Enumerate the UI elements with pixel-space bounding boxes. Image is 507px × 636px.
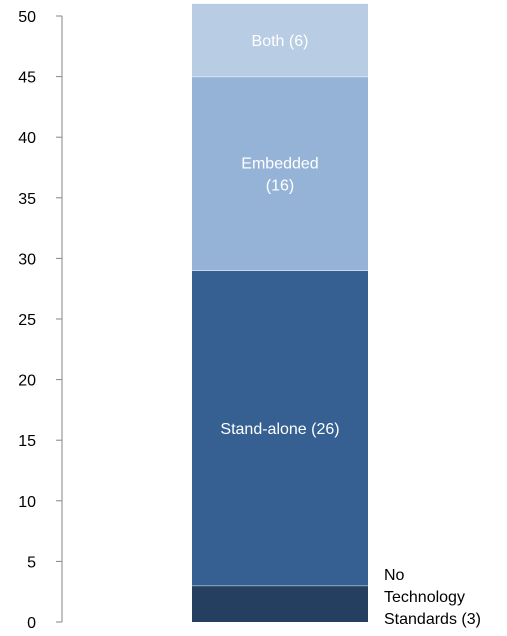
segment-label: Stand-alone (26) <box>220 421 339 438</box>
segment-label-line: Both (6) <box>252 33 309 50</box>
y-tick-label: 15 <box>18 433 36 450</box>
y-tick-label: 50 <box>18 9 36 26</box>
y-tick-label: 5 <box>27 554 36 571</box>
y-tick-label: 40 <box>18 130 36 147</box>
bar-segment <box>192 585 368 622</box>
y-tick-label: 35 <box>18 191 36 208</box>
segment-label-line: Embedded <box>241 156 318 173</box>
segment-label-line: Standards (3) <box>384 611 481 628</box>
segment-label-line: (16) <box>266 178 294 195</box>
segment-label-line: Stand-alone (26) <box>220 421 339 438</box>
bar-segment <box>192 76 368 271</box>
segment-labels: No Technology Standards (3) Stand-alone (26… <box>220 33 481 628</box>
segment-label: Embedded (16) <box>241 156 318 195</box>
y-tick-label: 30 <box>18 251 36 268</box>
segment-label: Both (6) <box>252 33 309 50</box>
segment-label-line: No <box>384 567 405 584</box>
y-axis: 0 5 10 15 20 25 30 35 40 45 50 <box>18 9 63 632</box>
y-tick-label: 45 <box>18 70 36 87</box>
bar-segment <box>192 270 368 586</box>
segment-label: No Technology Standards (3) <box>384 567 481 628</box>
bar-stack <box>192 3 368 622</box>
segment-label-line: Technology <box>384 589 465 606</box>
y-tick-label: 10 <box>18 494 36 511</box>
y-tick-label: 0 <box>27 615 36 632</box>
y-tick-label: 20 <box>18 373 36 390</box>
bar-segment <box>192 3 368 77</box>
y-tick-label: 25 <box>18 312 36 329</box>
